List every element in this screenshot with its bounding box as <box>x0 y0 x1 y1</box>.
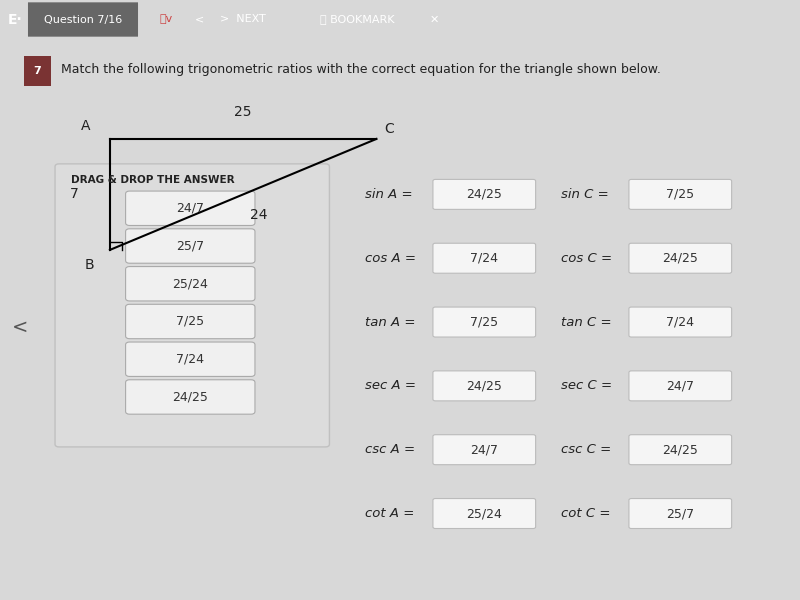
Text: E·: E· <box>8 13 22 26</box>
Text: cos C =: cos C = <box>561 252 612 265</box>
Text: 24/25: 24/25 <box>172 391 208 403</box>
Text: cos A =: cos A = <box>365 252 416 265</box>
FancyBboxPatch shape <box>629 243 732 273</box>
FancyBboxPatch shape <box>126 266 255 301</box>
Text: sec A =: sec A = <box>365 379 416 392</box>
Text: csc A =: csc A = <box>365 443 415 456</box>
Text: 7/24: 7/24 <box>666 316 694 329</box>
Text: C: C <box>384 122 394 136</box>
FancyBboxPatch shape <box>433 307 536 337</box>
Text: 25: 25 <box>234 106 252 119</box>
Text: 24/7: 24/7 <box>470 443 498 456</box>
Text: 24/25: 24/25 <box>662 443 698 456</box>
Text: 7/24: 7/24 <box>470 252 498 265</box>
Text: 7: 7 <box>34 66 42 76</box>
FancyBboxPatch shape <box>433 243 536 273</box>
Text: 7/25: 7/25 <box>176 315 204 328</box>
Text: 24/25: 24/25 <box>466 379 502 392</box>
Text: tan C =: tan C = <box>561 316 611 329</box>
FancyBboxPatch shape <box>629 307 732 337</box>
Text: cot A =: cot A = <box>365 507 414 520</box>
Text: 25/7: 25/7 <box>176 239 204 253</box>
Text: >  NEXT: > NEXT <box>220 14 266 25</box>
FancyBboxPatch shape <box>126 380 255 414</box>
Text: 🔖v: 🔖v <box>160 14 174 25</box>
Text: <: < <box>12 318 28 337</box>
FancyBboxPatch shape <box>24 56 51 86</box>
FancyBboxPatch shape <box>433 435 536 464</box>
Text: 24/7: 24/7 <box>666 379 694 392</box>
Text: 25/7: 25/7 <box>666 507 694 520</box>
Text: sin A =: sin A = <box>365 188 412 201</box>
Text: 7/25: 7/25 <box>470 316 498 329</box>
Text: sin C =: sin C = <box>561 188 609 201</box>
Text: sec C =: sec C = <box>561 379 612 392</box>
FancyBboxPatch shape <box>433 371 536 401</box>
FancyBboxPatch shape <box>126 342 255 376</box>
Text: A: A <box>81 119 90 133</box>
Text: 🔖 BOOKMARK: 🔖 BOOKMARK <box>320 14 394 25</box>
Text: cot C =: cot C = <box>561 507 610 520</box>
Text: 7/24: 7/24 <box>176 353 204 366</box>
Text: B: B <box>85 258 94 272</box>
Text: 7: 7 <box>70 187 78 202</box>
FancyBboxPatch shape <box>28 2 138 37</box>
Text: 7/25: 7/25 <box>666 188 694 201</box>
FancyBboxPatch shape <box>126 229 255 263</box>
Text: csc C =: csc C = <box>561 443 611 456</box>
Text: 24/25: 24/25 <box>466 188 502 201</box>
FancyBboxPatch shape <box>629 435 732 464</box>
Text: <: < <box>195 14 204 25</box>
FancyBboxPatch shape <box>433 499 536 529</box>
Text: 24/25: 24/25 <box>662 252 698 265</box>
FancyBboxPatch shape <box>126 191 255 226</box>
Text: Match the following trigonometric ratios with the correct equation for the trian: Match the following trigonometric ratios… <box>62 63 661 76</box>
FancyBboxPatch shape <box>629 499 732 529</box>
FancyBboxPatch shape <box>55 164 330 447</box>
FancyBboxPatch shape <box>433 179 536 209</box>
Text: 24: 24 <box>250 208 268 222</box>
Text: 25/24: 25/24 <box>466 507 502 520</box>
Text: tan A =: tan A = <box>365 316 415 329</box>
Text: 24/7: 24/7 <box>176 202 204 215</box>
FancyBboxPatch shape <box>126 304 255 338</box>
Text: Question 7/16: Question 7/16 <box>44 14 122 25</box>
FancyBboxPatch shape <box>629 371 732 401</box>
Text: 25/24: 25/24 <box>172 277 208 290</box>
FancyBboxPatch shape <box>629 179 732 209</box>
Text: ✕: ✕ <box>430 14 439 25</box>
Text: DRAG & DROP THE ANSWER: DRAG & DROP THE ANSWER <box>70 175 234 185</box>
